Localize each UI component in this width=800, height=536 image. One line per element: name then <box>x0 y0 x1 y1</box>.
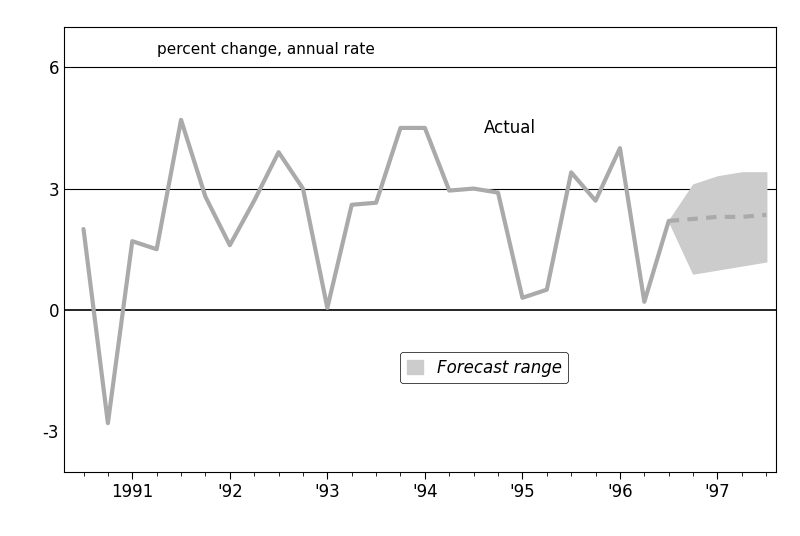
Text: Actual: Actual <box>483 119 535 137</box>
Legend: Forecast range: Forecast range <box>400 352 568 383</box>
Text: percent change, annual rate: percent change, annual rate <box>157 42 374 57</box>
